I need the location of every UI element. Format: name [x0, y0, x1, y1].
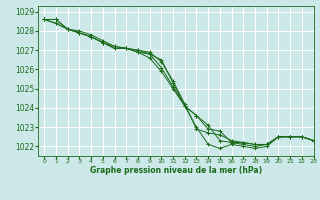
X-axis label: Graphe pression niveau de la mer (hPa): Graphe pression niveau de la mer (hPa): [90, 166, 262, 175]
